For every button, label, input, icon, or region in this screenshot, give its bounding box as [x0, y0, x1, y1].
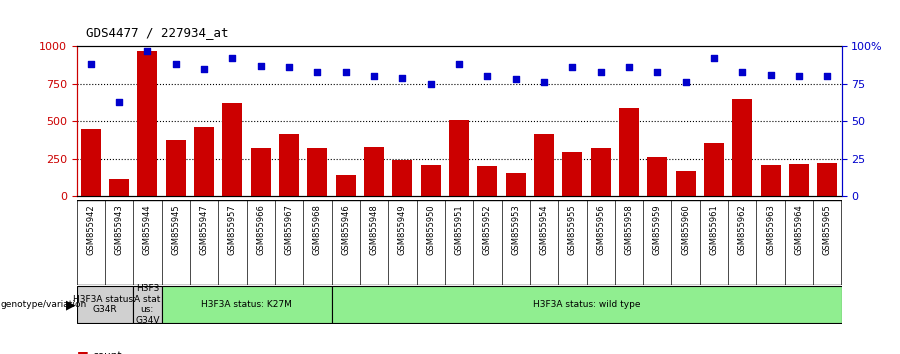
- Bar: [733, 99, 752, 196]
- Bar: [251, 148, 271, 196]
- Text: GSM855965: GSM855965: [823, 204, 832, 255]
- Point: [650, 69, 664, 74]
- Text: H3F3A status:
G34R: H3F3A status: G34R: [73, 295, 136, 314]
- Point: [197, 66, 211, 72]
- Text: H3F3A status: wild type: H3F3A status: wild type: [533, 300, 640, 309]
- Text: GSM855954: GSM855954: [539, 204, 548, 255]
- Text: ■: ■: [76, 349, 88, 354]
- Text: GSM855942: GSM855942: [86, 204, 95, 255]
- Bar: [331, 286, 842, 323]
- Bar: [590, 148, 610, 196]
- Text: GSM855961: GSM855961: [709, 204, 718, 255]
- Point: [282, 64, 296, 70]
- Text: H3F3A status: K27M: H3F3A status: K27M: [201, 300, 292, 309]
- Bar: [81, 129, 101, 196]
- Point: [452, 61, 466, 67]
- Point: [508, 76, 523, 82]
- Bar: [308, 148, 328, 196]
- Bar: [161, 286, 331, 323]
- Text: GSM855953: GSM855953: [511, 204, 520, 255]
- Point: [140, 48, 155, 53]
- Point: [225, 55, 239, 61]
- Point: [820, 73, 834, 79]
- Text: ▶: ▶: [66, 298, 76, 311]
- Point: [367, 73, 382, 79]
- Text: GSM855962: GSM855962: [738, 204, 747, 255]
- Bar: [138, 51, 157, 196]
- Bar: [506, 173, 526, 196]
- Bar: [421, 165, 441, 196]
- Text: count: count: [93, 351, 122, 354]
- Point: [84, 61, 98, 67]
- Point: [679, 79, 693, 85]
- Text: GDS4477 / 227934_at: GDS4477 / 227934_at: [86, 26, 228, 39]
- Point: [792, 73, 806, 79]
- Text: GSM855957: GSM855957: [228, 204, 237, 255]
- Text: GSM855948: GSM855948: [370, 204, 379, 255]
- Text: genotype/variation: genotype/variation: [1, 300, 87, 309]
- Bar: [166, 140, 185, 196]
- Text: GSM855949: GSM855949: [398, 204, 407, 255]
- Text: GSM855946: GSM855946: [341, 204, 350, 255]
- Bar: [76, 286, 133, 323]
- Bar: [704, 143, 724, 196]
- Bar: [647, 156, 667, 196]
- Text: GSM855950: GSM855950: [427, 204, 436, 255]
- Text: GSM855956: GSM855956: [596, 204, 605, 255]
- Bar: [364, 147, 384, 196]
- Point: [395, 75, 410, 80]
- Bar: [534, 134, 554, 196]
- Text: GSM855944: GSM855944: [143, 204, 152, 255]
- Point: [622, 64, 636, 70]
- Text: GSM855963: GSM855963: [766, 204, 775, 255]
- Bar: [619, 108, 639, 196]
- Text: GSM855955: GSM855955: [568, 204, 577, 255]
- Bar: [449, 120, 469, 196]
- Point: [112, 99, 126, 104]
- Point: [735, 69, 750, 74]
- Point: [168, 61, 183, 67]
- Text: GSM855958: GSM855958: [625, 204, 634, 255]
- Point: [536, 79, 551, 85]
- Point: [424, 81, 438, 86]
- Bar: [336, 175, 356, 196]
- Bar: [477, 166, 497, 196]
- Point: [338, 69, 353, 74]
- Bar: [133, 286, 161, 323]
- Text: GSM855943: GSM855943: [114, 204, 123, 255]
- Bar: [562, 152, 582, 196]
- Text: GSM855959: GSM855959: [652, 204, 662, 255]
- Text: GSM855945: GSM855945: [171, 204, 180, 255]
- Bar: [676, 171, 696, 196]
- Point: [706, 55, 721, 61]
- Text: H3F3
A stat
us:
G34V: H3F3 A stat us: G34V: [134, 284, 160, 325]
- Point: [565, 64, 580, 70]
- Bar: [279, 134, 299, 196]
- Point: [593, 69, 608, 74]
- Point: [763, 72, 778, 78]
- Bar: [760, 165, 780, 196]
- Bar: [789, 164, 809, 196]
- Point: [254, 63, 268, 68]
- Text: GSM855968: GSM855968: [313, 204, 322, 255]
- Text: GSM855966: GSM855966: [256, 204, 266, 255]
- Text: GSM855947: GSM855947: [200, 204, 209, 255]
- Text: GSM855951: GSM855951: [454, 204, 464, 255]
- Bar: [392, 160, 412, 196]
- Bar: [222, 103, 242, 196]
- Text: GSM855967: GSM855967: [284, 204, 293, 255]
- Text: GSM855960: GSM855960: [681, 204, 690, 255]
- Point: [480, 73, 494, 79]
- Text: GSM855952: GSM855952: [482, 204, 491, 255]
- Point: [310, 69, 325, 74]
- Bar: [109, 179, 129, 196]
- Bar: [817, 163, 837, 196]
- Bar: [194, 127, 214, 196]
- Text: GSM855964: GSM855964: [795, 204, 804, 255]
